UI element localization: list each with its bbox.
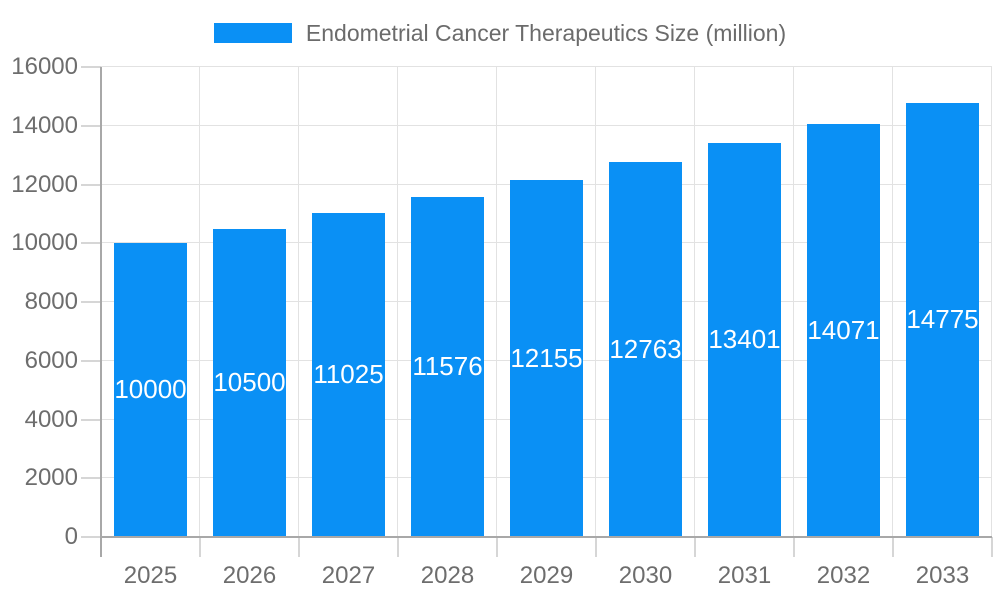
x-axis-tick [397, 537, 399, 557]
x-axis-tick [595, 537, 597, 557]
y-axis-label: 8000 [24, 288, 78, 315]
y-axis-tick [81, 66, 101, 68]
y-axis-label: 4000 [24, 406, 78, 433]
x-gridline [298, 67, 299, 537]
chart-legend[interactable]: Endometrial Cancer Therapeutics Size (mi… [0, 20, 1000, 46]
legend-label: Endometrial Cancer Therapeutics Size (mi… [305, 20, 787, 46]
x-gridline [793, 67, 794, 537]
y-axis-tick [81, 125, 101, 127]
x-gridline [496, 67, 497, 537]
x-axis-label: 2026 [222, 562, 277, 589]
x-axis-label: 2025 [123, 562, 178, 589]
bar-2028[interactable]: 11576 [411, 197, 484, 536]
y-axis-tick [81, 477, 101, 479]
x-axis-label: 2032 [816, 562, 871, 589]
y-axis-label: 6000 [24, 347, 78, 374]
y-axis-tick [81, 536, 101, 538]
y-axis-tick [81, 360, 101, 362]
bar-2027[interactable]: 11025 [312, 213, 385, 536]
legend-swatch [213, 23, 292, 43]
bar-2031[interactable]: 13401 [708, 143, 781, 536]
bar-2025[interactable]: 10000 [114, 243, 187, 536]
x-axis-tick [496, 537, 498, 557]
y-axis-line [100, 67, 102, 557]
y-axis-label: 0 [64, 523, 78, 550]
x-gridline [397, 67, 398, 537]
x-axis-tick [793, 537, 795, 557]
y-axis-tick [81, 419, 101, 421]
bar-2033[interactable]: 14775 [906, 103, 979, 536]
y-gridline [101, 66, 992, 67]
y-gridline [101, 125, 992, 126]
x-gridline [595, 67, 596, 537]
x-axis-tick [199, 537, 201, 557]
y-axis-label: 12000 [11, 171, 78, 198]
x-axis-label: 2027 [321, 562, 376, 589]
x-axis-tick [991, 537, 993, 557]
y-axis-label: 10000 [11, 229, 78, 256]
x-gridline [991, 67, 992, 537]
x-gridline [892, 67, 893, 537]
x-axis-label: 2029 [519, 562, 574, 589]
bar-2030[interactable]: 12763 [609, 162, 682, 536]
bar-2029[interactable]: 12155 [510, 180, 583, 536]
y-axis-tick [81, 184, 101, 186]
x-axis-tick [694, 537, 696, 557]
y-axis-label: 2000 [24, 464, 78, 491]
y-axis-label: 16000 [11, 53, 78, 80]
x-axis-label: 2033 [915, 562, 970, 589]
bar-2026[interactable]: 10500 [213, 229, 286, 536]
x-axis-tick [892, 537, 894, 557]
x-axis-label: 2031 [717, 562, 772, 589]
x-axis-line [100, 536, 992, 538]
y-axis-tick [81, 301, 101, 303]
x-axis-tick [298, 537, 300, 557]
y-axis-label: 14000 [11, 112, 78, 139]
x-axis-label: 2028 [420, 562, 475, 589]
x-gridline [199, 67, 200, 537]
x-gridline [694, 67, 695, 537]
x-axis-label: 2030 [618, 562, 673, 589]
y-axis-tick [81, 242, 101, 244]
bar-2032[interactable]: 14071 [807, 124, 880, 536]
